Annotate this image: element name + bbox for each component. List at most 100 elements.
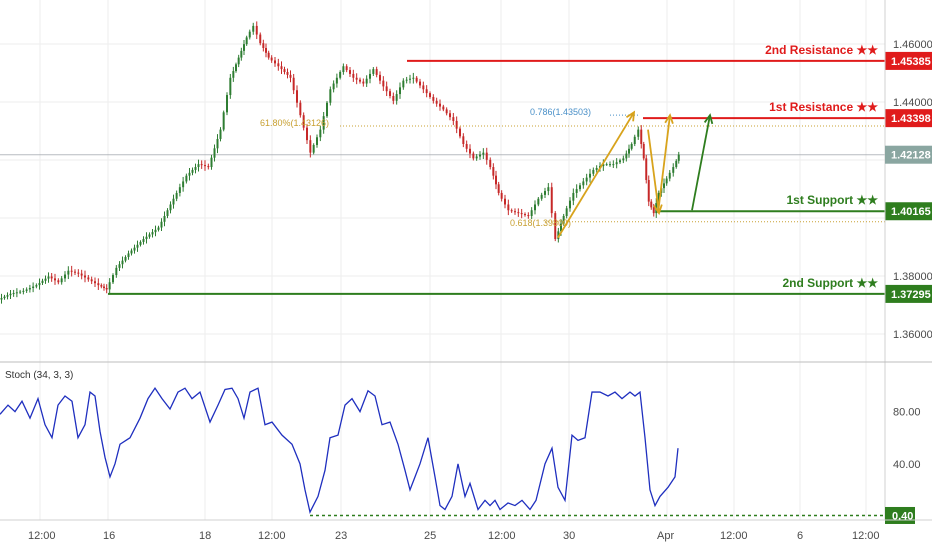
candle-body (332, 83, 335, 90)
candle-body (402, 80, 405, 88)
candle-body (465, 144, 468, 149)
candle-body (112, 275, 114, 283)
candle-body (497, 184, 500, 193)
fib-label: 0.618(1.39800) (510, 218, 571, 228)
candle-body (133, 247, 136, 251)
candle-body (207, 166, 210, 168)
current-price-value: 1.42128 (891, 150, 931, 162)
candle-body (462, 136, 465, 144)
candle-body (550, 187, 553, 214)
candle-body (554, 213, 557, 240)
time-tick: Apr (657, 530, 674, 542)
arrow-head (664, 113, 674, 125)
candle-body (0, 298, 3, 300)
indicator-tick: 40.00 (893, 459, 921, 471)
candle-body (372, 69, 375, 74)
candle-body (379, 74, 381, 81)
candle-body (213, 148, 216, 158)
candle-body (524, 214, 526, 216)
candle-body (677, 154, 680, 161)
indicator-axis: 80.00 40.00 (893, 407, 921, 471)
candle-body (459, 128, 461, 137)
candle-body (41, 280, 44, 283)
candle-body (572, 192, 575, 201)
time-axis: 12:00 16 18 12:00 23 25 12:00 30 Apr 12:… (28, 530, 880, 542)
candle-body (80, 273, 83, 276)
candle-body (637, 129, 640, 137)
candle-body (57, 280, 60, 283)
candle-body (182, 181, 185, 188)
candle-body (319, 129, 322, 138)
candle-body (645, 158, 648, 180)
candle-body (647, 180, 650, 202)
candle-body (259, 34, 262, 44)
candle-body (395, 94, 398, 101)
candle-body (672, 167, 675, 173)
candle-body (359, 79, 361, 82)
candle-body (286, 72, 289, 75)
time-tick: 25 (424, 530, 436, 542)
fib-label: 0.786(1.43503) (530, 107, 591, 117)
support-resistance-levels: 2nd Resistance ★★ 1.45385 1st Resistance ★… (108, 43, 932, 303)
candle-body (592, 169, 595, 174)
candle-body (139, 241, 142, 245)
level-value: 1.37295 (891, 289, 931, 301)
candle-body (265, 48, 267, 53)
candle-body (204, 165, 206, 167)
candle-body (157, 227, 160, 230)
price-series (0, 21, 680, 304)
price-tick: 1.36000 (893, 329, 932, 341)
candle-body (544, 191, 546, 195)
fib-label: 61.80%(1.43126) (260, 118, 329, 128)
candle-body (47, 276, 50, 279)
candle-body (77, 272, 80, 274)
candle-body (425, 89, 428, 94)
candle-body (449, 113, 451, 118)
candle-body (219, 129, 222, 139)
arrow-head (625, 110, 636, 122)
candle-body (237, 57, 240, 65)
candle-body (469, 148, 471, 154)
candle-body (60, 278, 63, 283)
candle-body (482, 152, 485, 155)
level-badge (885, 51, 932, 70)
time-tick: 12:00 (28, 530, 56, 542)
candle-body (520, 213, 523, 215)
arrow-head (703, 113, 714, 125)
grid (0, 0, 885, 520)
candle-body (50, 276, 53, 279)
candle-body (514, 211, 516, 213)
candle-body (375, 69, 378, 75)
candle-body (579, 185, 581, 190)
candle-body (625, 153, 628, 159)
candle-body (442, 106, 445, 110)
indicator-current-badge: 0.40 (885, 506, 915, 524)
indicator-current-value: 0.40 (892, 510, 913, 522)
candle-body (362, 81, 365, 84)
candle-body (94, 281, 96, 284)
level-label: 2nd Resistance ★★ (765, 43, 878, 57)
candle-body (439, 103, 441, 107)
candle-body (15, 292, 18, 294)
candle-body (562, 216, 565, 224)
candle-body (309, 140, 312, 153)
candle-body (355, 77, 358, 80)
candle-body (582, 181, 585, 186)
candle-body (9, 293, 12, 296)
time-tick: 30 (563, 530, 575, 542)
candle-body (84, 275, 86, 278)
candle-body (38, 282, 41, 286)
projection-arrows (557, 110, 714, 239)
candle-body (283, 69, 286, 72)
candle-body (557, 231, 560, 240)
stochastic-series (0, 387, 885, 517)
candle-body (19, 291, 22, 293)
level-value: 1.45385 (891, 56, 931, 68)
price-tick: 1.46000 (893, 39, 932, 51)
level-badge (885, 109, 932, 128)
candle-body (326, 102, 328, 117)
candle-body (432, 96, 435, 101)
candle-body (615, 162, 618, 165)
arrow-shaft (657, 115, 671, 214)
